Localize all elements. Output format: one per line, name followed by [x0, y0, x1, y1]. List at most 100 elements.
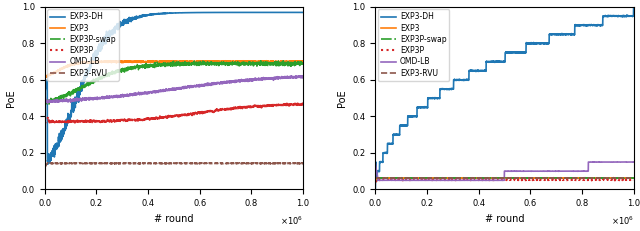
- EXP3-DH: [371, 188, 379, 191]
- EXP3-RVU: [385, 177, 392, 179]
- EXP3-RVU: [54, 162, 62, 165]
- EXP3-DH: [497, 60, 505, 63]
- EXP3-DH: [630, 7, 637, 10]
- EXP3P: [292, 103, 300, 106]
- EXP3P: [299, 102, 307, 105]
- EXP3P-swap: [575, 176, 582, 179]
- EXP3P-swap: [623, 176, 630, 179]
- OMD-LB: [41, 93, 49, 96]
- EXP3P: [244, 106, 252, 109]
- EXP3P-swap: [630, 176, 637, 179]
- EXP3P-swap: [273, 59, 281, 62]
- EXP3: [244, 60, 252, 63]
- X-axis label: # round: # round: [154, 214, 194, 224]
- EXP3: [292, 61, 300, 63]
- EXP3-DH: [385, 143, 392, 145]
- EXP3-RVU: [160, 162, 168, 165]
- EXP3: [166, 59, 174, 62]
- Line: EXP3-RVU: EXP3-RVU: [45, 163, 303, 167]
- EXP3P: [54, 121, 62, 124]
- EXP3: [371, 179, 379, 182]
- Line: OMD-LB: OMD-LB: [375, 162, 634, 180]
- EXP3P-swap: [41, 93, 49, 96]
- OMD-LB: [292, 75, 300, 77]
- EXP3-DH: [160, 12, 168, 15]
- OMD-LB: [623, 161, 630, 164]
- EXP3P-swap: [616, 177, 624, 179]
- OMD-LB: [374, 179, 382, 182]
- EXP3P: [160, 116, 168, 119]
- EXP3-RVU: [547, 176, 554, 179]
- EXP3: [490, 177, 498, 179]
- Line: EXP3-DH: EXP3-DH: [45, 12, 303, 164]
- EXP3-RVU: [371, 177, 379, 179]
- EXP3-DH: [41, 91, 49, 94]
- EXP3-DH: [54, 143, 62, 146]
- EXP3: [102, 59, 109, 62]
- EXP3P-swap: [622, 176, 630, 179]
- EXP3P: [622, 179, 630, 181]
- Legend: EXP3-DH, EXP3, EXP3P-swap, EXP3P, OMD-LB, EXP3-RVU: EXP3-DH, EXP3, EXP3P-swap, EXP3P, OMD-LB…: [378, 9, 449, 81]
- EXP3-RVU: [575, 177, 583, 179]
- EXP3-RVU: [622, 177, 630, 179]
- EXP3-RVU: [214, 161, 221, 164]
- X-axis label: # round: # round: [484, 214, 524, 224]
- EXP3P: [292, 104, 300, 107]
- Text: $\times10^6$: $\times10^6$: [280, 215, 303, 227]
- EXP3-DH: [490, 61, 498, 63]
- EXP3: [300, 60, 307, 63]
- EXP3P: [374, 178, 381, 181]
- EXP3-RVU: [300, 162, 307, 165]
- OMD-LB: [590, 161, 598, 163]
- EXP3-RVU: [292, 162, 300, 164]
- EXP3P: [497, 179, 505, 181]
- EXP3: [575, 177, 582, 179]
- EXP3-DH: [292, 11, 300, 14]
- OMD-LB: [244, 79, 252, 82]
- EXP3-DH: [244, 11, 252, 14]
- EXP3P-swap: [244, 64, 252, 67]
- EXP3P-swap: [497, 176, 505, 179]
- EXP3-DH: [622, 15, 630, 17]
- Line: EXP3P: EXP3P: [375, 179, 634, 182]
- OMD-LB: [385, 179, 392, 182]
- EXP3P: [630, 179, 637, 182]
- OMD-LB: [490, 179, 498, 182]
- EXP3P: [622, 178, 630, 181]
- OMD-LB: [292, 75, 300, 77]
- OMD-LB: [44, 102, 52, 104]
- EXP3: [497, 176, 505, 179]
- EXP3P: [575, 179, 582, 181]
- EXP3P-swap: [292, 64, 300, 66]
- OMD-LB: [292, 74, 300, 77]
- EXP3P-swap: [371, 176, 379, 179]
- EXP3P-swap: [385, 176, 392, 179]
- OMD-LB: [575, 170, 582, 173]
- EXP3-RVU: [630, 177, 637, 179]
- OMD-LB: [630, 161, 637, 163]
- OMD-LB: [497, 179, 505, 182]
- EXP3: [292, 60, 300, 63]
- EXP3: [622, 177, 630, 179]
- EXP3P-swap: [42, 103, 49, 106]
- EXP3-RVU: [435, 177, 443, 180]
- EXP3P: [490, 179, 498, 181]
- EXP3: [160, 61, 168, 63]
- EXP3: [385, 177, 392, 179]
- Line: OMD-LB: OMD-LB: [45, 76, 303, 103]
- EXP3: [54, 70, 62, 73]
- EXP3: [41, 79, 49, 81]
- EXP3-DH: [575, 24, 582, 27]
- OMD-LB: [622, 161, 630, 164]
- EXP3P-swap: [292, 62, 300, 65]
- Y-axis label: PoE: PoE: [6, 89, 16, 107]
- Text: $\times10^6$: $\times10^6$: [611, 215, 634, 227]
- EXP3-DH: [300, 11, 307, 14]
- Line: EXP3: EXP3: [45, 61, 303, 80]
- EXP3P-swap: [166, 65, 174, 68]
- OMD-LB: [371, 162, 379, 165]
- Line: EXP3P: EXP3P: [45, 103, 303, 124]
- EXP3-DH: [44, 163, 52, 166]
- EXP3P-swap: [300, 63, 307, 66]
- OMD-LB: [300, 75, 307, 78]
